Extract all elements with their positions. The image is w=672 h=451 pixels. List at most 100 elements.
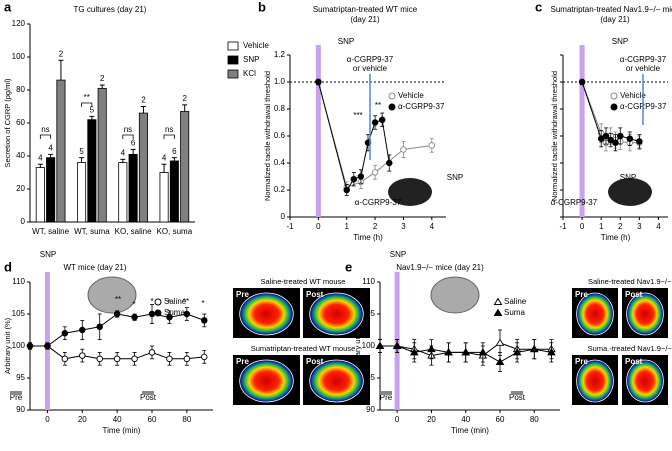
x-tick-label: 80	[530, 415, 539, 424]
data-point	[61, 329, 69, 337]
x-tick-label: -1	[286, 222, 294, 231]
period-bar	[142, 391, 154, 395]
data-point	[201, 353, 208, 361]
mouse-cartoon	[430, 276, 480, 314]
period-bar	[10, 391, 22, 395]
series-line	[30, 313, 205, 347]
data-point	[201, 317, 208, 324]
n-label: 6	[172, 147, 177, 156]
y-tick-label: 40	[16, 151, 25, 160]
y-tick-label: 90	[366, 405, 375, 414]
image-title: Saline-treated Nav1.9−/− mouse	[588, 277, 672, 286]
y-tick-label: 95	[366, 373, 375, 382]
data-point	[371, 169, 379, 176]
x-tick-label: 4	[430, 222, 435, 231]
data-point	[602, 132, 610, 140]
data-point	[495, 357, 505, 365]
x-tick-label: KO, saline	[115, 227, 152, 236]
significance-label: ns	[165, 125, 173, 134]
n-label: 2	[182, 94, 187, 103]
bar	[35, 167, 45, 223]
image-label: Post	[625, 357, 643, 366]
data-point	[166, 355, 173, 363]
annotation: Pre	[10, 393, 23, 402]
n-label: 5	[90, 106, 95, 115]
annotation: SNP	[338, 37, 354, 46]
mouse-cartoon	[87, 276, 137, 314]
y-tick-label: 0	[281, 212, 286, 221]
y-axis-label: Normalized tactile withdrawal threshold	[550, 71, 559, 201]
image-label: Post	[625, 290, 643, 299]
y-tick-label: 1.2	[274, 50, 286, 59]
x-axis-label: Time (min)	[451, 426, 489, 435]
bar	[128, 153, 138, 223]
data-point	[350, 175, 358, 183]
annotation: SNP	[620, 173, 636, 182]
x-tick-label: 20	[427, 415, 436, 424]
y-axis-label: Secretion of CGRP (pg/ml)	[3, 78, 12, 168]
annotation: α-CGRP9-37	[551, 198, 598, 207]
x-tick-label: 4	[656, 222, 661, 231]
bar	[97, 87, 107, 223]
x-axis-label: Time (h)	[353, 233, 383, 242]
x-tick-label: 3	[637, 222, 642, 231]
legend-swatch	[227, 69, 239, 79]
annotation: **	[375, 101, 381, 110]
data-point	[478, 348, 488, 356]
image-title: Saline-treated WT mouse	[261, 277, 346, 286]
image-label: Pre	[236, 357, 249, 366]
x-tick-label: 0	[45, 415, 50, 424]
x-tick-label: 3	[401, 222, 406, 231]
y-tick-label: 0.4	[274, 158, 286, 167]
annotation: *	[201, 299, 204, 308]
legend-marker	[610, 103, 618, 111]
period-bar	[380, 391, 392, 395]
n-label: 4	[121, 148, 126, 157]
data-point	[461, 348, 470, 356]
annotation: or vehicle	[626, 64, 661, 73]
data-point	[578, 78, 586, 86]
legend-label: KCl	[243, 69, 256, 78]
data-point	[428, 142, 436, 149]
y-axis-label: Arbitrary unit (%)	[353, 317, 362, 374]
data-point	[26, 342, 34, 350]
y-tick-label: 1.0	[274, 77, 286, 86]
n-label: 2	[141, 96, 146, 105]
panel-label: e	[345, 259, 352, 274]
bar	[138, 112, 148, 223]
x-tick-label: 20	[78, 415, 87, 424]
panel-label: c	[535, 0, 542, 14]
annotation: *	[150, 297, 153, 306]
x-axis-label: Time (h)	[601, 233, 631, 242]
data-point	[512, 348, 522, 356]
data-point	[79, 326, 86, 334]
n-label: 5	[79, 147, 84, 156]
data-point	[427, 344, 436, 353]
annotation: SNP	[447, 173, 463, 182]
annotation: Post	[140, 393, 157, 402]
y-tick-label: 100	[12, 341, 26, 350]
chart-title: Sumatriptan-treated WT mice	[313, 5, 418, 14]
heatmap-blob	[239, 359, 294, 403]
snp-band	[315, 45, 321, 217]
data-point	[375, 341, 385, 349]
image-label: Pre	[575, 290, 588, 299]
legend-marker	[388, 103, 396, 111]
significance-bracket	[122, 134, 134, 139]
annotation: α-CGRP9-37	[620, 55, 667, 64]
x-tick-label: WT, saline	[32, 227, 69, 236]
x-tick-label: 80	[182, 415, 191, 424]
data-point	[386, 159, 393, 167]
n-label: 4	[38, 153, 43, 162]
mouse-cartoon	[388, 178, 432, 206]
chart-title: WT mice (day 21)	[64, 263, 127, 272]
bar	[56, 79, 66, 223]
y-tick-label: 105	[12, 309, 26, 318]
y-tick-label: 0.2	[274, 185, 286, 194]
x-tick-label: 40	[461, 415, 470, 424]
x-tick-label: 60	[148, 415, 157, 424]
annotation: Post	[509, 393, 526, 402]
legend-label: Saline	[504, 297, 527, 306]
y-tick-label: 0.8	[274, 104, 286, 113]
heatmap-blob	[576, 292, 614, 336]
